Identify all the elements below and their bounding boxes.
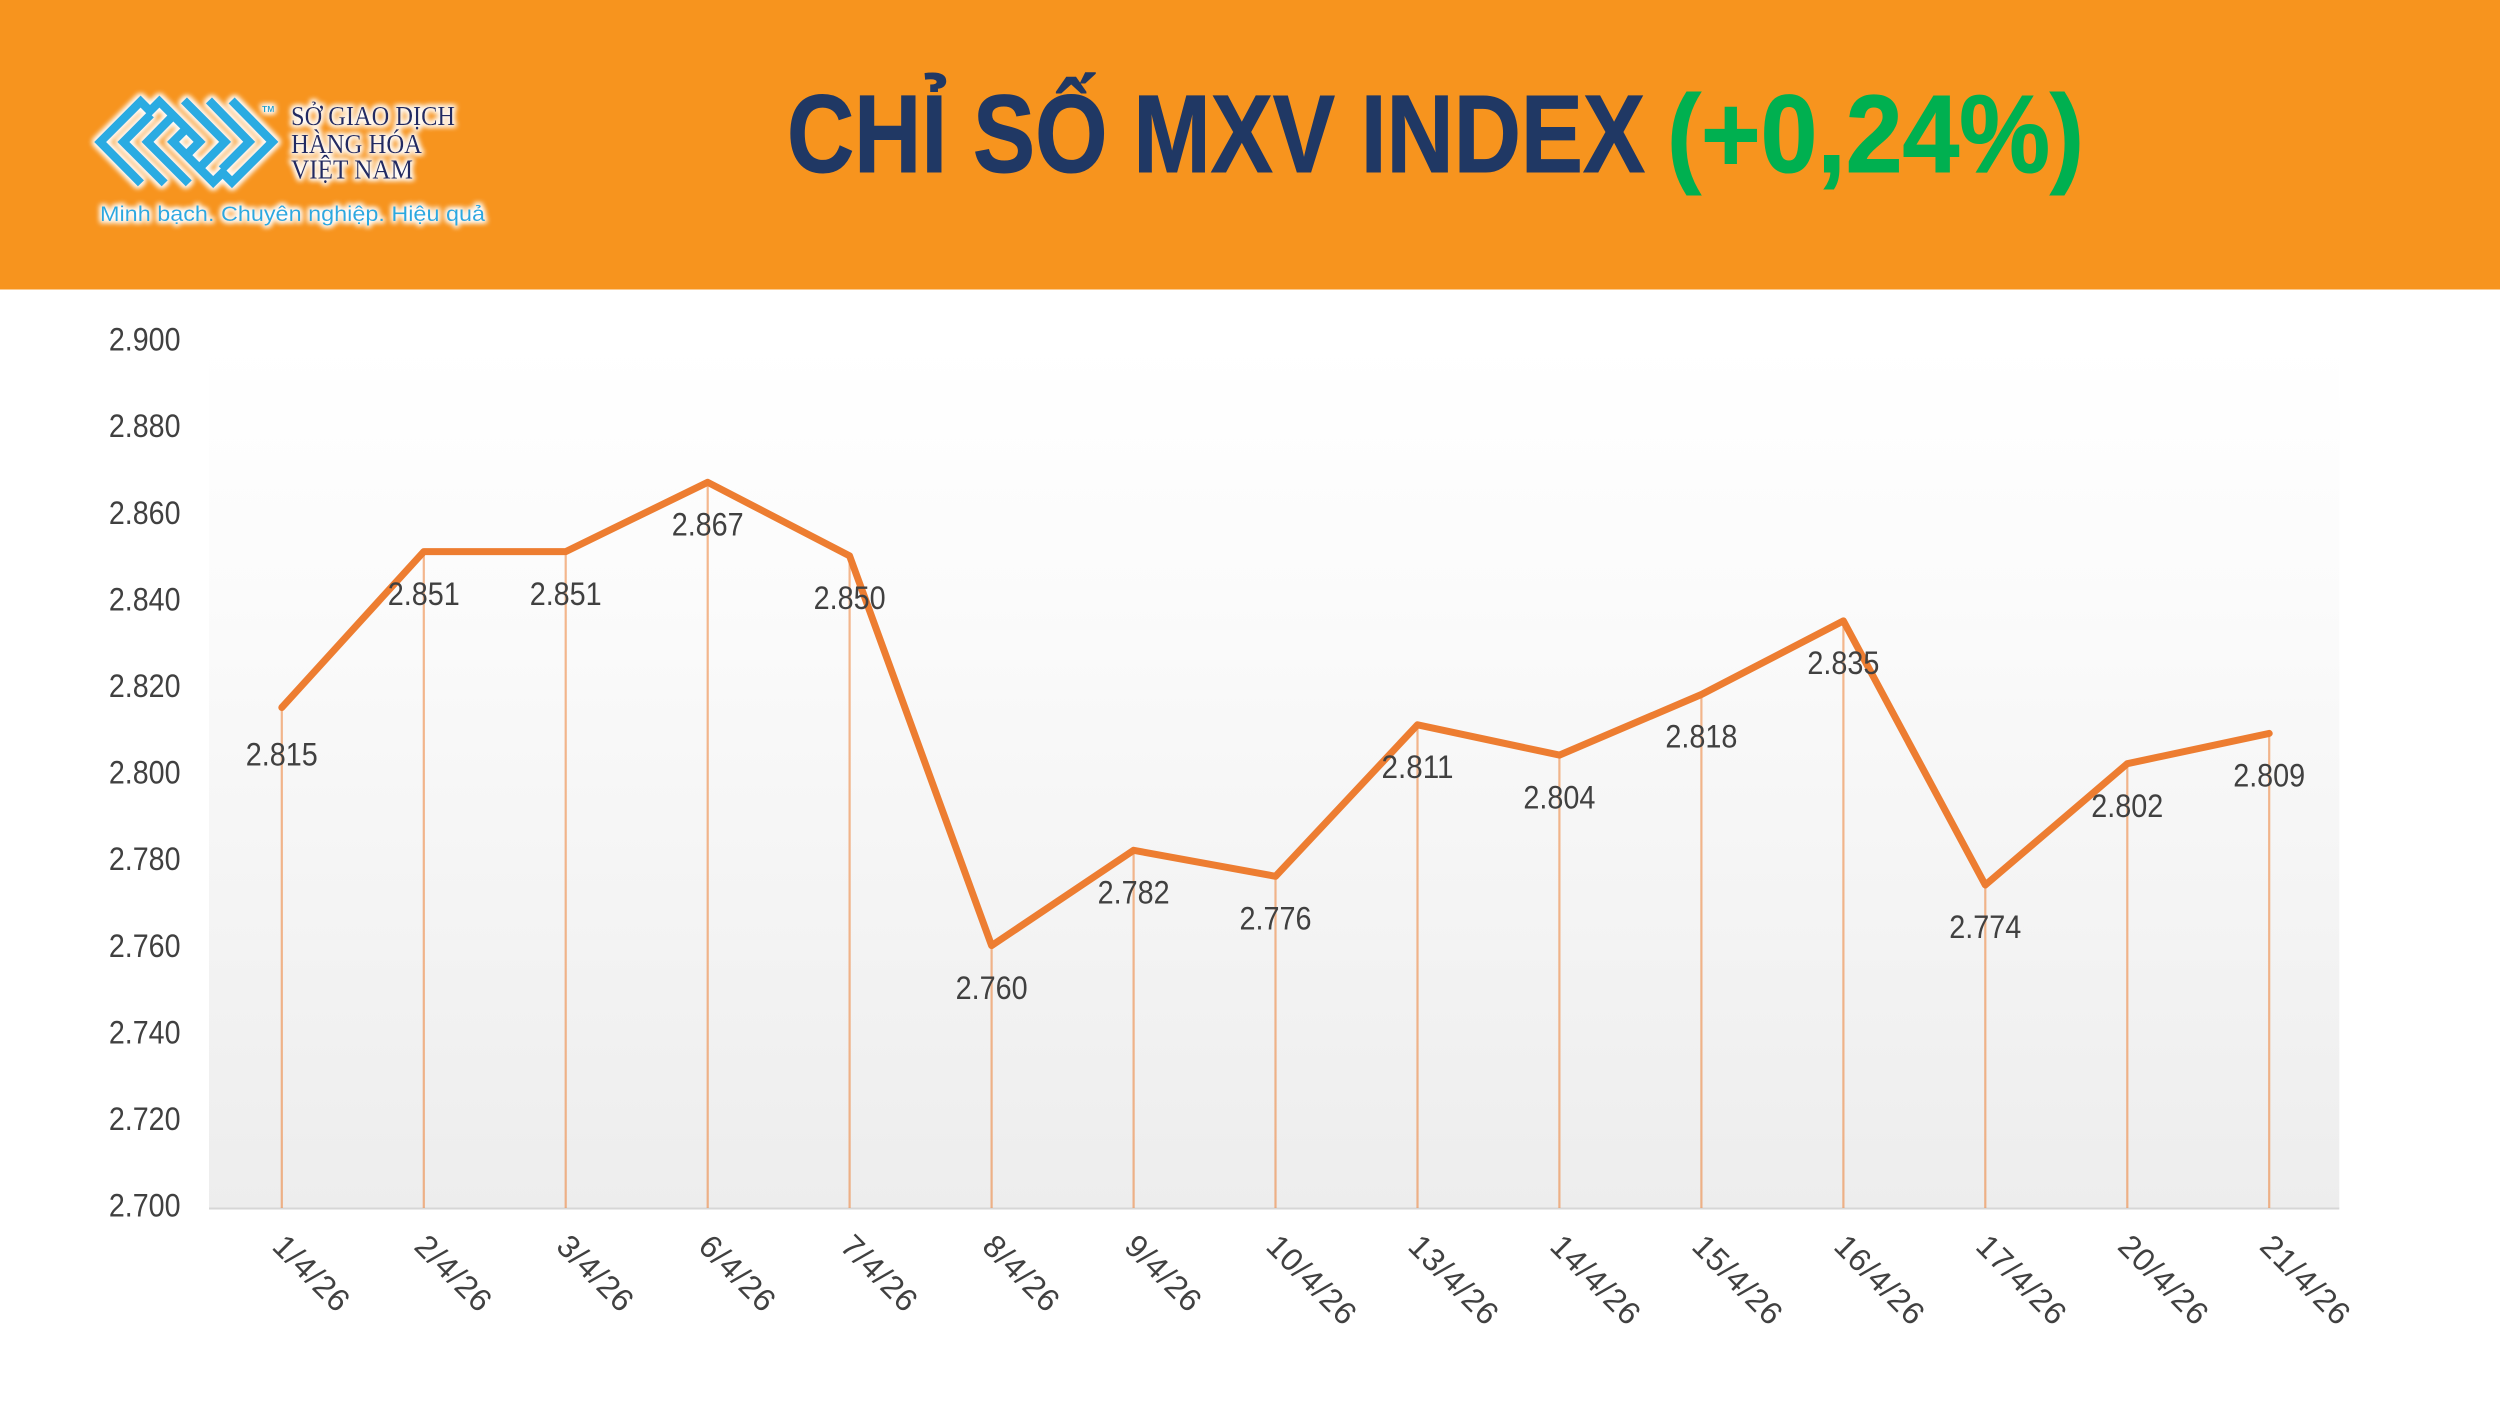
svg-text:(+0,24%): (+0,24%) [1667,73,2084,196]
svg-text:HÀNG HÓA: HÀNG HÓA [291,129,422,159]
svg-text:2.700: 2.700 [109,1188,181,1224]
svg-text:2.782: 2.782 [1098,875,1170,911]
svg-text:VIỆT NAM: VIỆT NAM [291,155,413,185]
svg-text:2.776: 2.776 [1240,901,1312,937]
svg-text:2.809: 2.809 [2233,758,2305,794]
svg-text:2.760: 2.760 [956,970,1028,1006]
svg-text:2.850: 2.850 [814,580,886,616]
svg-text:2.820: 2.820 [109,668,181,704]
svg-text:SỞ GIAO DỊCH: SỞ GIAO DỊCH [291,101,455,131]
svg-text:2.851: 2.851 [530,576,602,612]
svg-text:2.740: 2.740 [109,1014,181,1050]
svg-text:2.880: 2.880 [109,408,181,444]
svg-text:2.840: 2.840 [109,581,181,617]
svg-text:2.780: 2.780 [109,841,181,877]
svg-text:2.867: 2.867 [672,507,744,543]
svg-text:TM: TM [262,104,274,114]
svg-text:2.804: 2.804 [1523,779,1595,815]
svg-text:2.774: 2.774 [1949,909,2021,945]
svg-text:2.900: 2.900 [109,322,181,358]
svg-text:2.818: 2.818 [1665,719,1737,755]
svg-text:2.851: 2.851 [388,576,460,612]
svg-text:2.815: 2.815 [246,737,318,773]
svg-text:Minh bạch. Chuyên nghiệp. Hiệu: Minh bạch. Chuyên nghiệp. Hiệu quả [100,203,485,226]
svg-text:2.800: 2.800 [109,755,181,791]
svg-text:2.835: 2.835 [1807,645,1879,681]
svg-text:2.760: 2.760 [109,928,181,964]
svg-text:2.720: 2.720 [109,1101,181,1137]
svg-text:2.811: 2.811 [1382,749,1454,785]
svg-text:2.860: 2.860 [109,495,181,531]
svg-text:CHỈ SỐ MXV INDEX: CHỈ SỐ MXV INDEX [787,73,1645,196]
svg-text:2.802: 2.802 [2091,788,2163,824]
